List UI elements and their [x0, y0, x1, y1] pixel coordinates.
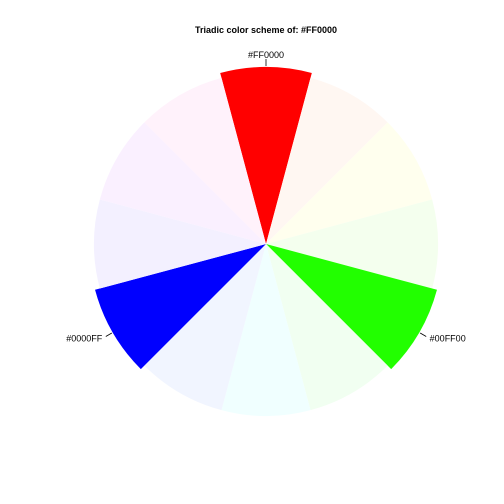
pie-slice-label: #FF0000 — [248, 50, 284, 60]
pie-slice — [266, 244, 388, 411]
pie-slices — [93, 66, 439, 417]
pie-slice — [144, 77, 266, 244]
pie-slice-label: #00FF00 — [430, 334, 466, 344]
pie-slice — [266, 77, 388, 244]
pie-label-tick — [105, 332, 113, 337]
pie-slice — [266, 199, 439, 289]
pie-label-tick — [419, 332, 427, 337]
pie-slice — [220, 66, 312, 244]
pie-labels: #FF0000 #00FF00 #0000FF — [66, 50, 465, 344]
pie-slice-label: #0000FF — [66, 334, 103, 344]
pie-slice — [93, 199, 266, 289]
pie-slice — [99, 122, 266, 244]
pie-slice — [266, 122, 433, 244]
pie-slice — [144, 244, 266, 411]
chart-title: Triadic color scheme of: #FF0000 — [195, 25, 337, 35]
pie-slice — [95, 244, 266, 370]
pie-slice — [266, 244, 437, 370]
pie-slice — [221, 244, 311, 417]
